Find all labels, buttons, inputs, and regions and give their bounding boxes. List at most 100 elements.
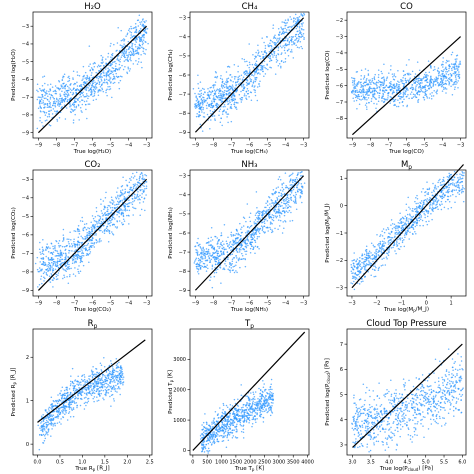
- data-point: [360, 81, 362, 84]
- data-point: [291, 190, 293, 192]
- data-point: [229, 262, 232, 265]
- data-point: [269, 223, 272, 225]
- data-point: [426, 89, 428, 92]
- data-point: [195, 251, 198, 254]
- data-point: [143, 36, 145, 39]
- data-point: [353, 79, 356, 81]
- data-point: [124, 66, 126, 68]
- data-point: [57, 266, 60, 269]
- data-point: [207, 248, 210, 251]
- data-point: [125, 59, 127, 61]
- data-point: [257, 72, 260, 74]
- data-point: [272, 56, 274, 58]
- data-point: [222, 253, 225, 255]
- x-tick-label: −9: [192, 301, 199, 307]
- data-point: [198, 107, 200, 110]
- data-point: [284, 172, 287, 174]
- data-point: [55, 90, 57, 93]
- data-point: [384, 89, 387, 91]
- data-point: [411, 70, 414, 73]
- data-point: [241, 258, 243, 260]
- data-point: [218, 255, 221, 257]
- data-point: [70, 267, 72, 270]
- data-point: [79, 93, 81, 96]
- data-point: [68, 75, 70, 78]
- data-point: [82, 78, 84, 80]
- data-point: [237, 70, 239, 73]
- data-point: [143, 52, 145, 55]
- data-point: [218, 114, 220, 116]
- data-point: [73, 243, 75, 245]
- data-point: [383, 98, 386, 101]
- data-point: [454, 62, 457, 65]
- data-point: [370, 97, 373, 100]
- data-point: [414, 95, 416, 97]
- data-point: [298, 38, 300, 40]
- data-point: [109, 88, 112, 90]
- data-point: [225, 264, 227, 267]
- data-point: [253, 73, 256, 75]
- data-point: [138, 39, 141, 42]
- data-point: [287, 38, 289, 40]
- y-axis-label: Predicted log(CO): [325, 50, 331, 99]
- data-point: [406, 232, 408, 234]
- data-point: [249, 252, 252, 254]
- data-point: [200, 253, 202, 255]
- y-tick-label: −9: [22, 288, 29, 294]
- data-point: [248, 43, 250, 45]
- data-point: [398, 84, 401, 86]
- data-point: [253, 58, 256, 60]
- data-point: [400, 80, 402, 83]
- data-point: [231, 262, 233, 265]
- data-point: [111, 54, 114, 57]
- data-point: [441, 73, 444, 75]
- data-point: [71, 93, 74, 96]
- data-point: [217, 104, 220, 106]
- data-point: [57, 258, 59, 260]
- data-point: [275, 43, 278, 45]
- data-point: [373, 82, 375, 85]
- data-point: [281, 205, 283, 207]
- data-point: [368, 260, 370, 262]
- data-point: [260, 66, 262, 69]
- data-point: [291, 44, 293, 46]
- data-point: [377, 76, 380, 79]
- data-point: [136, 63, 139, 65]
- data-point: [223, 91, 225, 94]
- data-point: [76, 258, 79, 260]
- data-point: [211, 246, 213, 249]
- data-point: [221, 80, 224, 82]
- data-point: [263, 225, 265, 228]
- data-point: [254, 94, 257, 97]
- data-point: [46, 104, 49, 107]
- data-point: [86, 76, 89, 78]
- y-tick-label: −9: [179, 288, 186, 294]
- data-point: [143, 34, 145, 37]
- data-point: [67, 76, 69, 79]
- data-point: [106, 81, 108, 83]
- data-point: [106, 226, 108, 228]
- data-point: [457, 73, 459, 75]
- data-point: [261, 228, 264, 230]
- data-point: [115, 75, 118, 78]
- data-point: [97, 91, 99, 93]
- data-point: [99, 68, 102, 70]
- data-point: [85, 77, 88, 79]
- data-point: [84, 77, 86, 79]
- data-point: [352, 97, 354, 99]
- data-point: [298, 16, 301, 18]
- data-point: [295, 44, 297, 46]
- data-point: [300, 33, 303, 36]
- data-point: [61, 79, 64, 81]
- data-point: [381, 72, 383, 75]
- data-point: [434, 78, 436, 80]
- data-point: [82, 229, 84, 231]
- data-point: [406, 213, 409, 216]
- data-point: [141, 35, 144, 38]
- data-point: [93, 66, 96, 68]
- data-point: [245, 245, 247, 247]
- data-point: [199, 258, 201, 261]
- data-point: [77, 230, 79, 233]
- data-point: [373, 96, 376, 99]
